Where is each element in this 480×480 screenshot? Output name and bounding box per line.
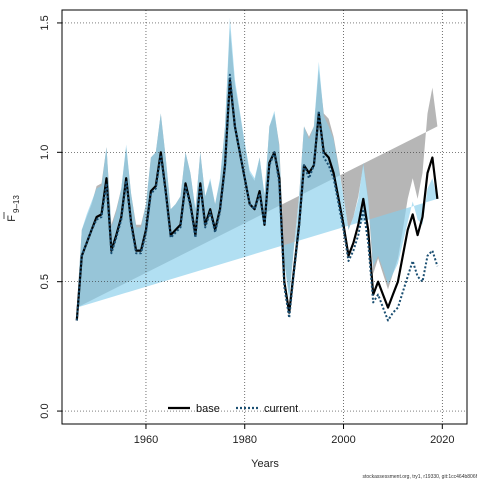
y-tick-label: 0.0: [39, 403, 51, 418]
y-tick-label: 1.0: [39, 145, 51, 160]
legend-label-current: current: [264, 403, 298, 415]
plot-frame: [61, 9, 468, 425]
series-line-current: [75, 73, 439, 322]
x-tick-label: 1960: [134, 434, 158, 446]
x-tick-label: 1980: [233, 434, 257, 446]
confidence-bands: [76, 17, 438, 308]
legend: base current: [168, 403, 298, 415]
y-axis-title-main: F: [6, 215, 18, 222]
y-tick-label: 0.5: [39, 274, 51, 289]
x-tick-label: 2020: [430, 434, 454, 446]
grid-lines: [62, 10, 467, 424]
y-axis: 0.0 0.5 1.0 1.5: [39, 15, 62, 419]
x-axis-title: Years: [251, 458, 279, 470]
series-lines: [75, 73, 439, 322]
x-axis: 1960 1980 2000 2020: [134, 424, 455, 446]
y-tick-label: 1.5: [39, 15, 51, 30]
y-axis-title-subscript: 9–13: [12, 195, 21, 213]
y-axis-title: F 9–13: [3, 195, 21, 222]
legend-label-base: base: [196, 403, 220, 415]
confidence-band-current: [76, 17, 438, 308]
footer-credit: stockassessment.org, try1, r19330, git:1…: [362, 474, 477, 480]
x-tick-label: 2000: [331, 434, 355, 446]
